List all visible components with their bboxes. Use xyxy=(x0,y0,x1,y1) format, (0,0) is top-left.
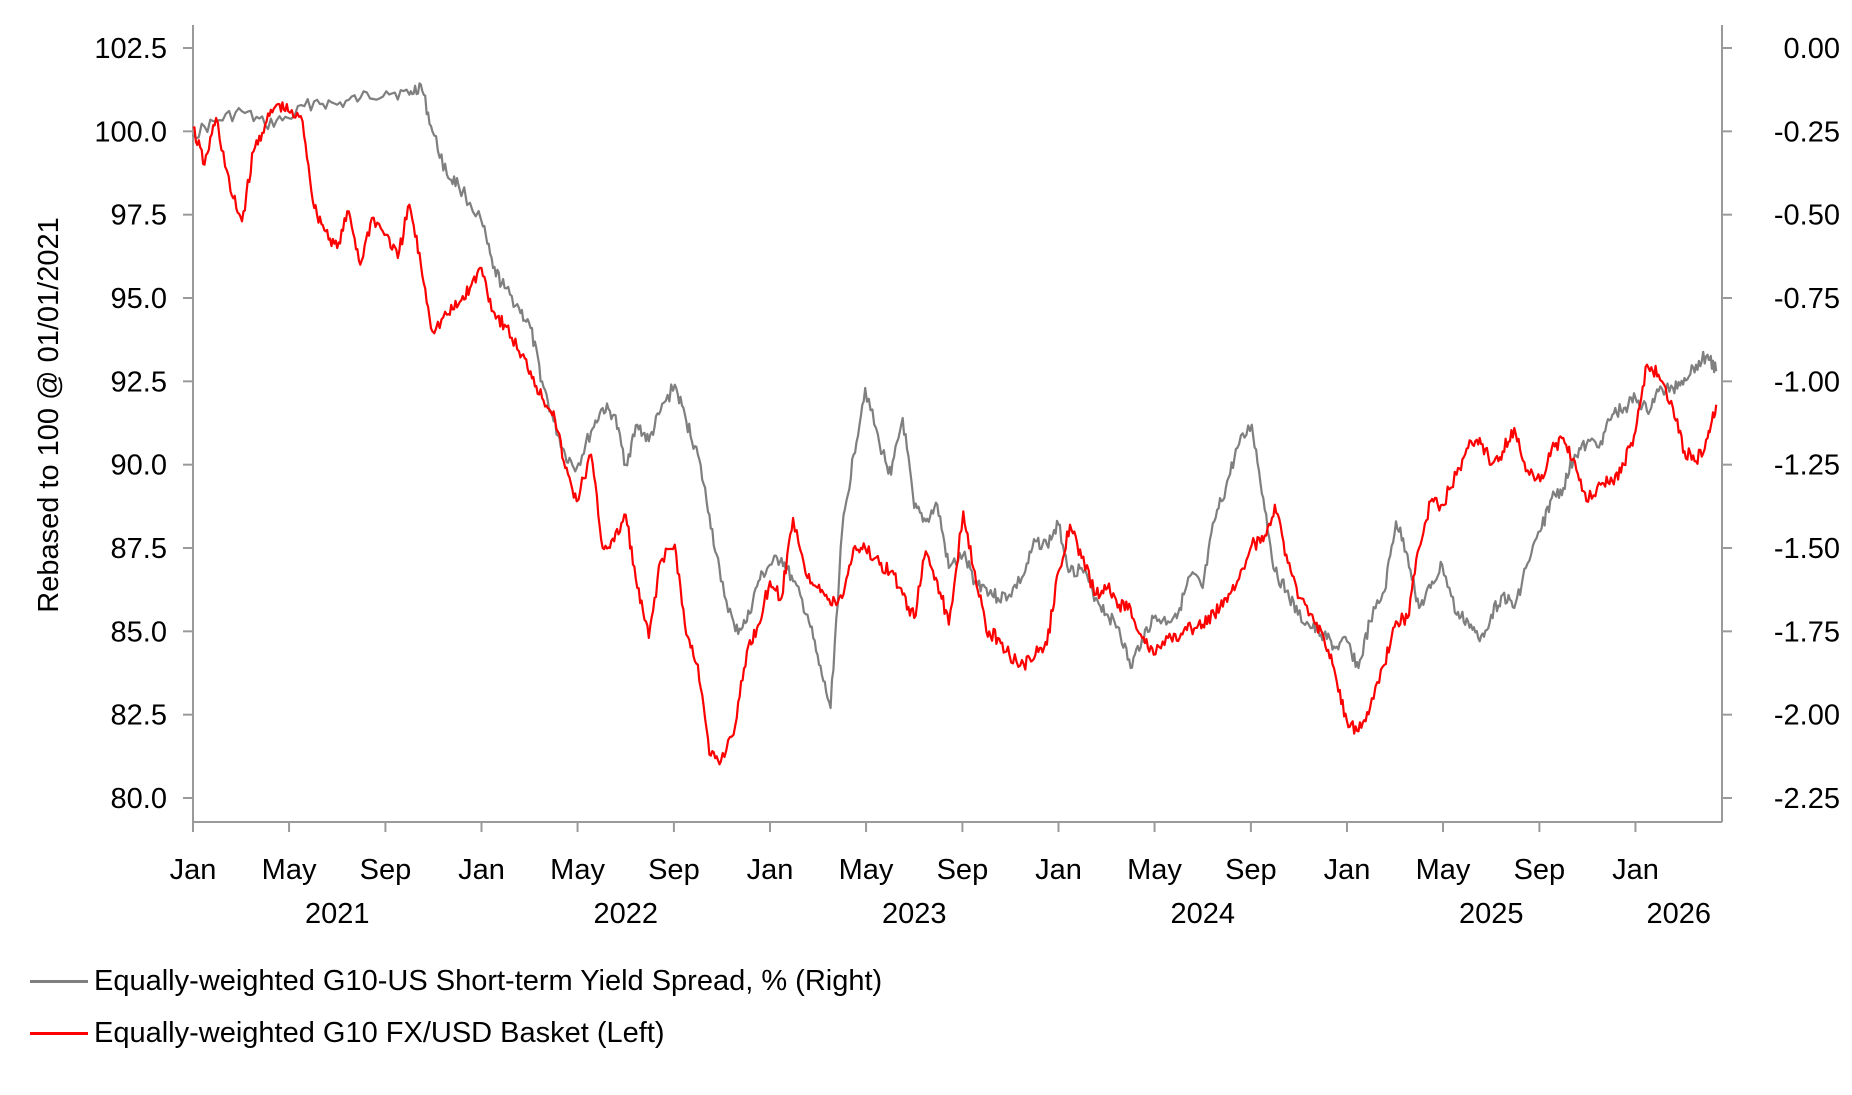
right-tick-label: -2.00 xyxy=(1774,700,1840,732)
x-month-label: Jan xyxy=(1612,854,1659,886)
left-tick-label: 102.5 xyxy=(94,33,167,65)
x-year-label: 2024 xyxy=(1170,898,1235,930)
series-line-fx-basket xyxy=(192,101,1718,766)
left-tick-label: 100.0 xyxy=(94,116,167,148)
x-month-label: Sep xyxy=(1514,854,1566,886)
x-month-label: May xyxy=(1127,854,1182,886)
legend-item-fx-basket: Equally-weighted G10 FX/USD Basket (Left… xyxy=(30,1007,882,1059)
x-month-label: Sep xyxy=(1225,854,1277,886)
legend-label-yield-spread: Equally-weighted G10-US Short-term Yield… xyxy=(94,964,883,997)
right-tick-label: -2.25 xyxy=(1774,783,1840,815)
x-month-label: Jan xyxy=(1324,854,1371,886)
x-month-label: Sep xyxy=(648,854,700,886)
x-month-label: May xyxy=(550,854,605,886)
legend-label-fx-basket: Equally-weighted G10 FX/USD Basket (Left… xyxy=(94,1016,665,1049)
right-tick-label: 0.00 xyxy=(1784,33,1840,65)
x-month-label: Jan xyxy=(458,854,505,886)
left-tick-label: 92.5 xyxy=(111,366,167,398)
x-year-label: 2026 xyxy=(1646,898,1711,930)
right-tick-label: -0.50 xyxy=(1774,200,1840,232)
x-year-label: 2021 xyxy=(305,898,370,930)
right-tick-label: -1.75 xyxy=(1774,616,1840,648)
x-month-label: Jan xyxy=(170,854,217,886)
x-year-label: 2022 xyxy=(593,898,658,930)
x-month-label: Jan xyxy=(1035,854,1082,886)
series-layer xyxy=(192,82,1718,766)
left-tick-label: 80.0 xyxy=(111,783,167,815)
right-axis-ticks: 0.00 -0.25 -0.50 -0.75 -1.00 -1.25 -1.50 -1.75 -… xyxy=(1722,33,1840,815)
left-tick-label: 87.5 xyxy=(111,533,167,565)
legend-swatch-fx-basket xyxy=(30,1031,88,1035)
left-tick-label: 82.5 xyxy=(111,700,167,732)
right-tick-label: -0.25 xyxy=(1774,116,1840,148)
x-month-label: Sep xyxy=(360,854,412,886)
left-axis-ticks: 102.5 100.0 97.5 95.0 92.5 90.0 87.5 85.0 82.5 80… xyxy=(94,33,193,815)
x-month-label: Jan xyxy=(747,854,794,886)
left-tick-label: 85.0 xyxy=(111,616,167,648)
y-axis-title: Rebased to 100 @ 01/01/2021 xyxy=(33,217,65,612)
legend: Equally-weighted G10-US Short-term Yield… xyxy=(30,955,882,1059)
right-tick-label: -0.75 xyxy=(1774,283,1840,315)
x-year-label: 2025 xyxy=(1459,898,1524,930)
legend-swatch-yield-spread xyxy=(30,979,88,983)
right-tick-label: -1.00 xyxy=(1774,366,1840,398)
x-month-label: May xyxy=(1416,854,1471,886)
x-axis-ticks: Jan May Sep Jan May Sep Jan May Sep Jan May Sep Jan M… xyxy=(170,822,1711,930)
x-month-label: May xyxy=(839,854,894,886)
legend-item-yield-spread: Equally-weighted G10-US Short-term Yield… xyxy=(30,955,882,1007)
series-line-yield-spread xyxy=(192,82,1718,710)
left-tick-label: 90.0 xyxy=(111,450,167,482)
x-year-label: 2023 xyxy=(882,898,947,930)
right-tick-label: -1.25 xyxy=(1774,450,1840,482)
x-month-label: May xyxy=(262,854,317,886)
left-tick-label: 95.0 xyxy=(111,283,167,315)
x-month-label: Sep xyxy=(937,854,989,886)
left-tick-label: 97.5 xyxy=(111,200,167,232)
right-tick-label: -1.50 xyxy=(1774,533,1840,565)
